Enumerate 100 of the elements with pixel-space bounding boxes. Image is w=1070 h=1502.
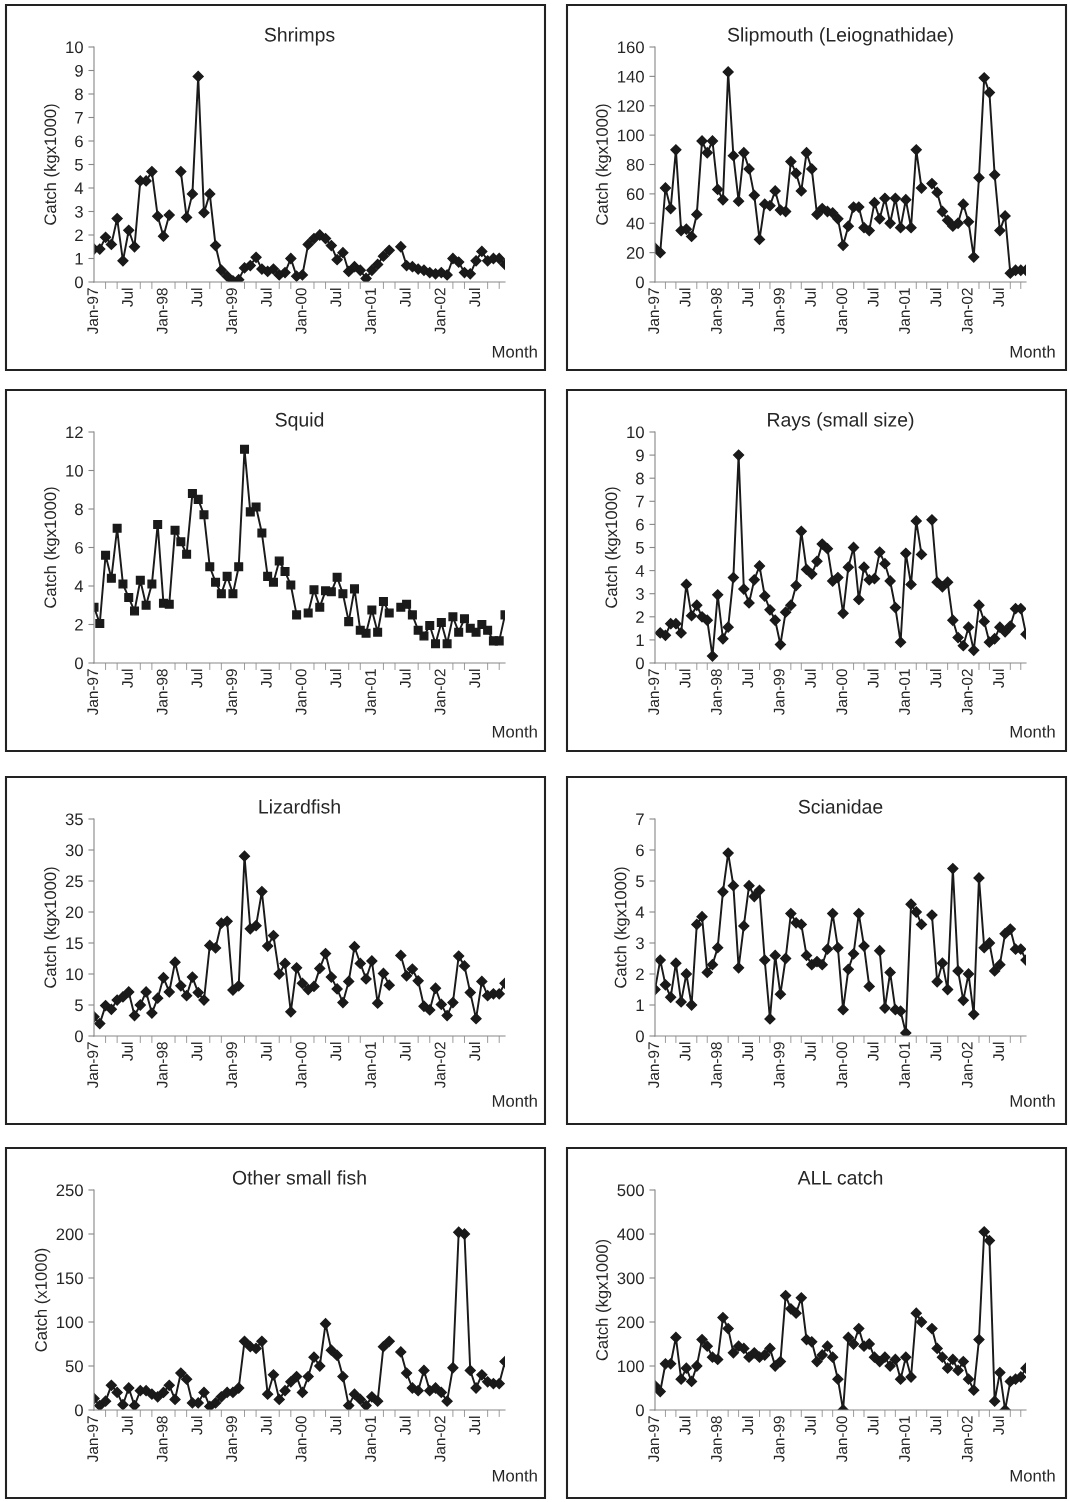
- y-tick-label: 12: [66, 426, 83, 439]
- x-tick-label: Jul: [191, 1042, 203, 1061]
- chart-title: Shrimps: [264, 27, 335, 46]
- x-tick-label: Jul: [804, 1416, 816, 1435]
- x-tick-label: Jul: [121, 1416, 133, 1435]
- x-tick-label: Jul: [992, 1416, 1004, 1435]
- x-tick-label: Jan-00: [295, 288, 307, 335]
- y-axis-title: Catch (x1000): [34, 1248, 51, 1352]
- x-tick-label: Jul: [260, 669, 272, 688]
- x-tick-label: Jan-97: [87, 288, 99, 335]
- x-tick-label: Jul: [260, 1042, 272, 1061]
- x-tick-label: Jul: [330, 288, 342, 307]
- x-tick-label: Jul: [121, 669, 133, 688]
- y-tick-label: 7: [75, 112, 83, 124]
- x-tick-label: Jul: [399, 288, 411, 307]
- x-axis-title: Month: [492, 1469, 537, 1482]
- x-tick-label: Jan-99: [226, 1416, 238, 1463]
- x-tick-label: Jul: [679, 288, 691, 307]
- x-tick-label: Jan-97: [648, 1416, 660, 1463]
- x-tick-label: Jan-02: [961, 669, 973, 716]
- chart-title: ALL catch: [797, 1170, 883, 1185]
- y-tick-label: 0: [635, 657, 644, 670]
- x-tick-label: Jan-00: [836, 669, 848, 716]
- y-tick-label: 1: [636, 999, 644, 1012]
- y-tick-label: 4: [635, 906, 645, 919]
- x-tick-label: Jan-00: [836, 1042, 848, 1089]
- x-tick-label: Jul: [191, 1416, 203, 1435]
- y-tick-label: 100: [57, 1316, 83, 1329]
- y-tick-label: 35: [65, 813, 83, 826]
- x-tick-label: Jul: [468, 669, 481, 688]
- y-axis-title: Catch (kgx1000): [43, 487, 60, 608]
- y-tick-label: 15: [66, 937, 83, 950]
- x-tick-label: Jan-98: [710, 669, 722, 716]
- x-axis-title: Month: [492, 725, 537, 738]
- y-tick-label: 10: [66, 968, 83, 981]
- x-tick-label: Jan-99: [773, 288, 785, 335]
- x-tick-label: Jul: [741, 669, 754, 688]
- x-tick-label: Jul: [330, 669, 342, 688]
- x-tick-label: Jan-02: [961, 1042, 973, 1089]
- y-tick-label: 50: [65, 1360, 83, 1373]
- y-tick-label: 9: [636, 449, 644, 462]
- y-tick-label: 200: [617, 1316, 644, 1329]
- x-tick-label: Jan-99: [773, 1042, 785, 1089]
- x-tick-label: Jul: [992, 288, 1004, 307]
- y-tick-label: 400: [617, 1228, 644, 1241]
- x-tick-label: Jan-02: [434, 669, 446, 716]
- x-tick-label: Jul: [804, 1042, 816, 1061]
- x-tick-label: Jan-98: [156, 288, 168, 335]
- y-tick-label: 2: [75, 229, 83, 242]
- chart-title: Other small fish: [232, 1170, 366, 1185]
- y-axis-title: Catch (kgx1000): [595, 104, 612, 225]
- y-tick-label: 4: [635, 565, 645, 577]
- x-tick-label: Jul: [992, 1042, 1004, 1061]
- x-tick-label: Jan-98: [710, 1416, 722, 1463]
- y-tick-label: 9: [75, 64, 83, 77]
- x-tick-label: Jul: [679, 1416, 691, 1435]
- y-axis-title: Catch (kgx1000): [43, 104, 60, 225]
- x-tick-label: Jul: [121, 288, 133, 307]
- chart-title: Rays (small size): [768, 412, 914, 431]
- x-tick-label: Jul: [741, 288, 754, 307]
- x-axis-title: Month: [1010, 345, 1055, 358]
- y-tick-label: 0: [74, 1404, 83, 1417]
- x-tick-label: Jan-02: [961, 288, 973, 335]
- y-tick-label: 0: [74, 657, 83, 670]
- y-tick-label: 10: [627, 426, 644, 439]
- x-tick-label: Jan-00: [295, 669, 307, 716]
- y-tick-label: 200: [56, 1228, 83, 1241]
- x-tick-label: Jul: [867, 669, 879, 688]
- y-axis-title: Catch (kgx1000): [614, 867, 630, 988]
- x-tick-label: Jul: [191, 669, 203, 688]
- x-tick-label: Jul: [260, 288, 272, 307]
- chart-title: Scianidae: [798, 799, 883, 814]
- x-tick-label: Jan-01: [899, 288, 910, 335]
- y-tick-label: 3: [635, 937, 644, 950]
- y-tick-label: 100: [618, 129, 644, 142]
- x-tick-label: Jul: [992, 669, 1004, 688]
- x-tick-label: Jan-00: [295, 1416, 307, 1463]
- x-tick-label: Jul: [330, 1042, 342, 1061]
- x-tick-label: Jul: [930, 1416, 942, 1435]
- y-tick-label: 2: [636, 611, 644, 623]
- x-tick-label: Jul: [399, 669, 411, 688]
- x-tick-label: Jan-02: [434, 1416, 446, 1463]
- y-tick-label: 25: [65, 875, 83, 888]
- x-tick-label: Jan-98: [710, 288, 722, 335]
- x-tick-label: Jan-97: [87, 669, 99, 716]
- x-tick-label: Jul: [804, 288, 816, 307]
- y-axis-title: Catch (kgx1000): [43, 867, 60, 988]
- x-axis-title: Month: [1010, 725, 1055, 738]
- x-axis-title: Month: [492, 1094, 537, 1107]
- x-axis-title: Month: [1010, 1469, 1055, 1482]
- y-tick-label: 80: [626, 158, 644, 171]
- y-tick-label: 10: [66, 41, 83, 54]
- x-tick-label: Jul: [121, 1042, 133, 1061]
- y-tick-label: 6: [75, 135, 83, 148]
- y-tick-label: 120: [618, 100, 644, 112]
- y-axis-title: Catch (kgx1000): [595, 1239, 612, 1361]
- x-tick-label: Jan-00: [836, 288, 848, 335]
- y-tick-label: 20: [626, 247, 644, 259]
- y-tick-label: 500: [617, 1184, 644, 1197]
- y-tick-label: 5: [74, 159, 83, 171]
